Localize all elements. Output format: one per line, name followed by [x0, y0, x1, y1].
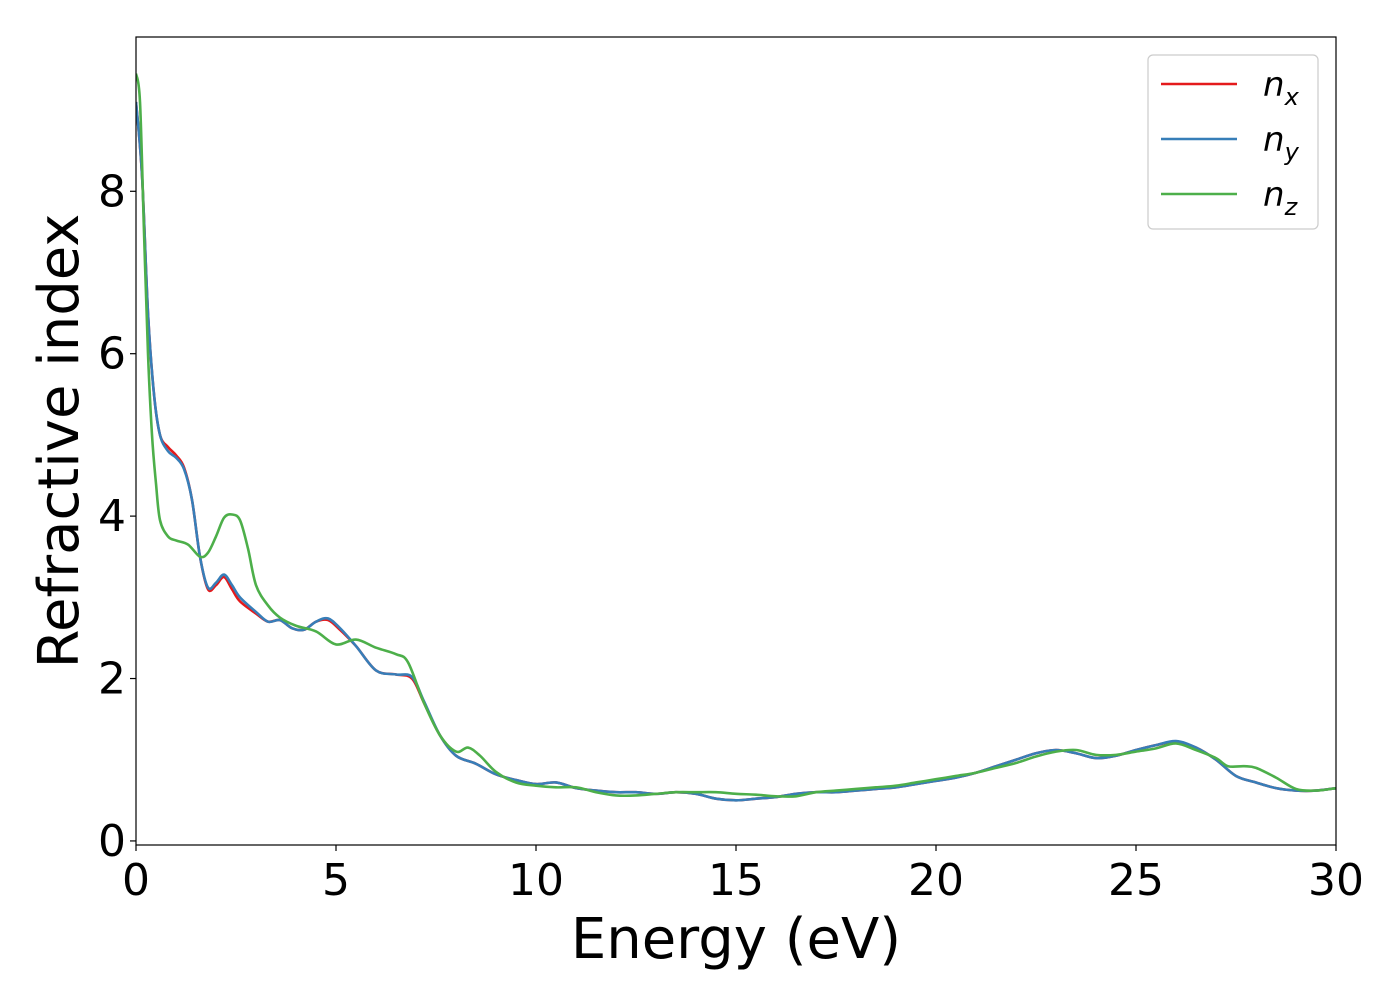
legend-label-nx: nx [1263, 65, 1300, 111]
y-tick-label: 2 [98, 654, 126, 705]
x-tick-label: 20 [908, 855, 964, 906]
legend-label-ny: ny [1263, 120, 1300, 166]
legend-frame [1147, 54, 1319, 230]
x-tick-label: 15 [708, 855, 764, 906]
y-tick-label: 4 [98, 491, 126, 542]
x-tick-label: 10 [508, 855, 564, 906]
x-axis-title: Energy (eV) [571, 907, 901, 972]
x-tick-label: 25 [1108, 855, 1164, 906]
series-line-nz [136, 73, 1336, 798]
legend-label-nz: nz [1263, 175, 1299, 221]
x-tick-label: 30 [1308, 855, 1364, 906]
x-tick-label: 5 [322, 855, 350, 906]
x-tick-label: 0 [122, 855, 150, 906]
y-tick-label: 8 [98, 166, 126, 217]
y-tick-label: 6 [98, 329, 126, 380]
series-layer [136, 73, 1336, 802]
legend: nx ny nz [1147, 54, 1319, 230]
y-tick-label: 0 [98, 816, 126, 867]
series-line-ny [136, 101, 1336, 802]
y-axis-title: Refractive index [27, 214, 92, 669]
y-axis: 0 2 4 6 8 [98, 166, 136, 867]
x-axis: 0 5 10 15 20 25 30 [122, 845, 1364, 906]
